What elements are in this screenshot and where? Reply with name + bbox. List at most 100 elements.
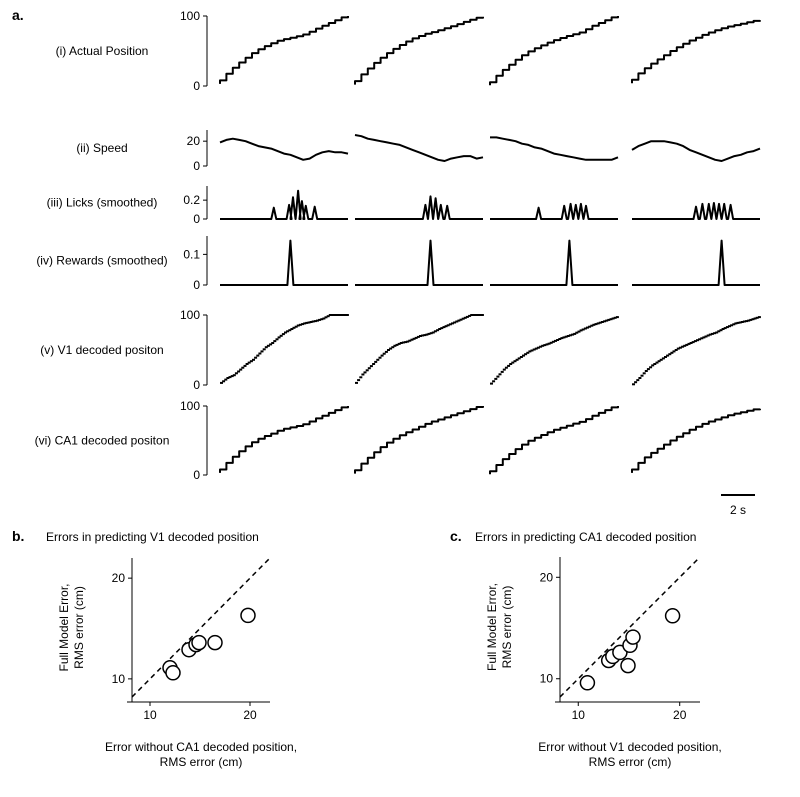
decoded-point [588, 325, 592, 328]
decoded-point [543, 344, 547, 347]
scatter-x-tick-label-b: 10 [143, 708, 157, 722]
decoded-point [498, 373, 502, 376]
decoded-point [476, 314, 480, 316]
decoded-point [696, 339, 699, 342]
decoded-point [562, 336, 566, 339]
decoded-point [324, 316, 328, 319]
scatter-title-c: Errors in predicting CA1 decoded positio… [475, 530, 696, 544]
decoded-point [575, 331, 579, 334]
decoded-point [646, 368, 650, 371]
decoded-point [605, 319, 609, 322]
decoded-point [594, 323, 598, 326]
rewards-trace-trial-3 [490, 239, 618, 286]
decoded-point [468, 314, 472, 317]
decoded-point [600, 321, 604, 323]
decoded-point [335, 314, 339, 316]
decoded-point [433, 330, 437, 333]
y-label-line: RMS error (cm) [72, 586, 86, 669]
decoded-point [337, 314, 341, 316]
decoded-point [425, 333, 429, 336]
decoded-point [461, 317, 465, 320]
decoded-point [230, 375, 234, 378]
decoded-point [333, 314, 337, 316]
decoded-point [277, 336, 281, 339]
decoded-point [387, 349, 390, 351]
panel-b-label: b. [12, 528, 24, 544]
decoded-point [367, 367, 371, 370]
decoded-point [480, 314, 484, 316]
decoded-point [286, 330, 290, 333]
decoded-point [427, 332, 431, 335]
decoded-point [376, 358, 380, 361]
decoded-point [470, 314, 474, 316]
decoded-point [382, 352, 386, 355]
decoded-point [260, 350, 264, 353]
time-scale-bar: 2 s [721, 494, 755, 517]
decoded-point [670, 351, 674, 354]
decoded-point [243, 364, 247, 367]
licks-trace-trial-2 [355, 195, 483, 220]
decoded-point [275, 338, 279, 341]
decoded-point [558, 338, 562, 340]
v1_decoded-points-trial-3 [490, 316, 619, 385]
decoded-point [496, 375, 500, 378]
decoded-point [693, 340, 697, 343]
decoded-point [459, 318, 463, 321]
decoded-point [380, 354, 384, 357]
row-licks: (iii) Licks (smoothed) 0 0.2 [47, 186, 760, 226]
decoded-point [568, 334, 572, 337]
decoded-point [536, 346, 540, 349]
decoded-point [676, 347, 680, 350]
speed-trace-trial-1 [219, 137, 349, 161]
scatter-point-c-1 [579, 675, 596, 691]
decoded-point [307, 321, 311, 324]
decoded-point [530, 349, 534, 352]
licks-trace-trial-1 [220, 189, 348, 220]
decoded-point [691, 341, 695, 344]
decoded-point [404, 341, 408, 344]
decoded-point [357, 379, 361, 382]
decoded-point [410, 338, 414, 341]
y-label-line: Full Model Error, [485, 583, 499, 671]
scatter-y-tick-label-c: 10 [540, 672, 554, 686]
decoded-point [655, 361, 659, 364]
decoded-point [365, 369, 369, 372]
decoded-point [241, 366, 245, 369]
v1_decoded-points-trial-4 [632, 316, 761, 386]
decoded-point [653, 363, 657, 365]
decoded-point [609, 318, 613, 321]
speed-trace-trial-3 [490, 136, 619, 161]
decoded-point [644, 370, 648, 372]
decoded-point [534, 347, 538, 350]
decoded-point [702, 336, 706, 339]
decoded-point [273, 340, 277, 343]
position-trace-trial-2 [354, 16, 484, 85]
panel-b-scatter: Errors in predicting V1 decoded position… [46, 530, 297, 769]
decoded-point [288, 329, 292, 332]
decoded-point [638, 377, 642, 379]
decoded-point [607, 318, 611, 321]
v1_decoded-points-trial-1 [220, 314, 349, 384]
decoded-point [369, 365, 373, 368]
row-v1_decoded: (v) V1 decoded positon 0 100 [40, 308, 761, 392]
decoded-point [732, 323, 736, 326]
decoded-point [457, 319, 461, 322]
row-ca1_decoded: (vi) CA1 decoded positon 0 100 [35, 399, 761, 482]
scatter-y-tick-label-b: 20 [112, 571, 126, 585]
decoded-point [419, 335, 422, 337]
decoded-point [490, 382, 493, 385]
decoded-point [661, 357, 665, 360]
decoded-point [431, 331, 435, 334]
decoded-point [378, 356, 382, 359]
decoded-point [528, 350, 532, 353]
decoded-point [341, 314, 345, 316]
identity-line-b [131, 557, 271, 698]
decoded-point [666, 354, 670, 357]
decoded-point [249, 360, 253, 363]
decoded-point [519, 356, 523, 358]
position-trace-trial-3 [489, 16, 619, 86]
decoded-point [698, 338, 702, 341]
decoded-point [339, 314, 343, 316]
decoded-point [586, 326, 589, 329]
decoded-point [305, 321, 309, 324]
